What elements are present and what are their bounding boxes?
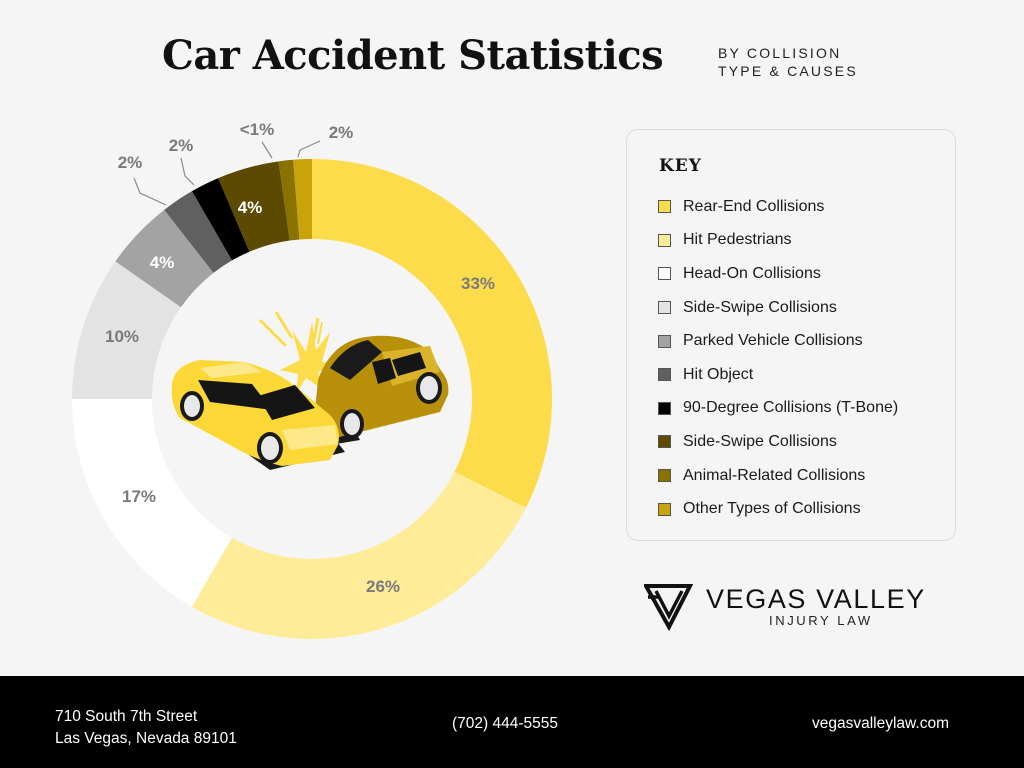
donut-segment xyxy=(278,159,300,241)
leader-line xyxy=(180,157,195,186)
page-subtitle: BY COLLISION TYPE & CAUSES xyxy=(718,44,858,80)
segment-value-label: 2% xyxy=(168,136,194,155)
legend-swatch xyxy=(658,301,671,315)
segment-value-label: 17% xyxy=(121,487,157,506)
legend-swatch xyxy=(658,401,671,415)
legend-item: Hit Object xyxy=(658,358,898,392)
donut-segment xyxy=(192,178,250,261)
legend-label: Hit Pedestrians xyxy=(683,231,792,249)
donut-segment xyxy=(192,471,526,639)
legend-swatch xyxy=(658,368,671,382)
legend-item: Head-On Collisions xyxy=(658,257,898,291)
legend-item: Rear-End Collisions xyxy=(658,190,898,224)
brand-logo: VEGAS VALLEY INJURY LAW xyxy=(644,583,924,633)
car-collision-illustration xyxy=(171,311,449,470)
legend-list: Rear-End Collisions Hit Pedestrians Head… xyxy=(658,190,898,526)
legend-item: Side-Swipe Collisions xyxy=(658,291,898,325)
legend-label: Rear-End Collisions xyxy=(683,197,825,215)
segment-value-label: 4% xyxy=(237,198,263,217)
legend-title: KEY xyxy=(659,156,702,176)
segment-value-label: 2% xyxy=(117,153,143,172)
legend-item: Other Types of Collisions xyxy=(658,492,898,526)
segment-value-label: 10% xyxy=(104,327,140,346)
donut-segment xyxy=(164,191,232,273)
donut-segment xyxy=(115,209,214,308)
legend-swatch xyxy=(658,334,671,348)
segment-value-label: <1% xyxy=(239,120,275,139)
label-leader-lines xyxy=(133,140,321,206)
footer-address: 710 South 7th Street Las Vegas, Nevada 8… xyxy=(55,706,237,750)
donut-segment xyxy=(218,161,290,252)
segment-value-label: 4% xyxy=(149,253,175,272)
footer-website-link[interactable]: vegasvalleylaw.com xyxy=(812,715,949,732)
chart-legend: KEY Rear-End Collisions Hit Pedestrians … xyxy=(626,129,956,541)
donut-segment xyxy=(72,399,232,607)
legend-swatch xyxy=(658,469,671,483)
address-line-1: 710 South 7th Street xyxy=(55,708,198,725)
legend-swatch xyxy=(658,502,671,516)
donut-segment xyxy=(312,159,552,508)
page-title: Car Accident Statistics xyxy=(162,32,664,79)
legend-item: Side-Swipe Collisions xyxy=(658,425,898,459)
triangle-v-logo-icon xyxy=(644,584,694,631)
donut-chart xyxy=(72,140,552,639)
legend-label: Side-Swipe Collisions xyxy=(683,432,837,450)
legend-label: Side-Swipe Collisions xyxy=(683,298,837,316)
segment-value-label: 26% xyxy=(365,577,401,596)
subtitle-line-1: BY COLLISION xyxy=(718,45,842,61)
address-line-2: Las Vegas, Nevada 89101 xyxy=(55,730,237,747)
brand-name: VEGAS VALLEY xyxy=(706,584,926,614)
leader-line xyxy=(261,141,273,159)
leader-line xyxy=(133,177,167,206)
donut-segment xyxy=(293,159,312,240)
legend-item: Parked Vehicle Collisions xyxy=(658,324,898,358)
donut-segment xyxy=(72,261,181,399)
legend-item: 90-Degree Collisions (T-Bone) xyxy=(658,392,898,426)
legend-item: Hit Pedestrians xyxy=(658,224,898,258)
segment-value-label: 33% xyxy=(460,274,496,293)
footer: 710 South 7th Street Las Vegas, Nevada 8… xyxy=(0,676,1024,768)
legend-label: Other Types of Collisions xyxy=(683,500,861,518)
yellow-car-icon xyxy=(171,360,345,470)
leader-line xyxy=(297,140,321,158)
legend-swatch xyxy=(658,233,671,247)
legend-label: Head-On Collisions xyxy=(683,264,821,282)
subtitle-line-2: TYPE & CAUSES xyxy=(718,63,858,79)
footer-phone[interactable]: (702) 444-5555 xyxy=(452,715,558,732)
legend-swatch xyxy=(658,267,671,281)
legend-label: Parked Vehicle Collisions xyxy=(683,332,863,350)
legend-label: 90-Degree Collisions (T-Bone) xyxy=(683,399,899,417)
brand-subtitle: INJURY LAW xyxy=(769,613,873,628)
legend-label: Hit Object xyxy=(683,365,754,383)
legend-item: Animal-Related Collisions xyxy=(658,459,898,493)
impact-burst-icon xyxy=(258,311,336,394)
segment-value-label: 2% xyxy=(328,123,354,142)
donut-segments xyxy=(72,159,552,639)
legend-swatch xyxy=(658,200,671,214)
legend-swatch xyxy=(658,435,671,449)
legend-label: Animal-Related Collisions xyxy=(683,466,866,484)
